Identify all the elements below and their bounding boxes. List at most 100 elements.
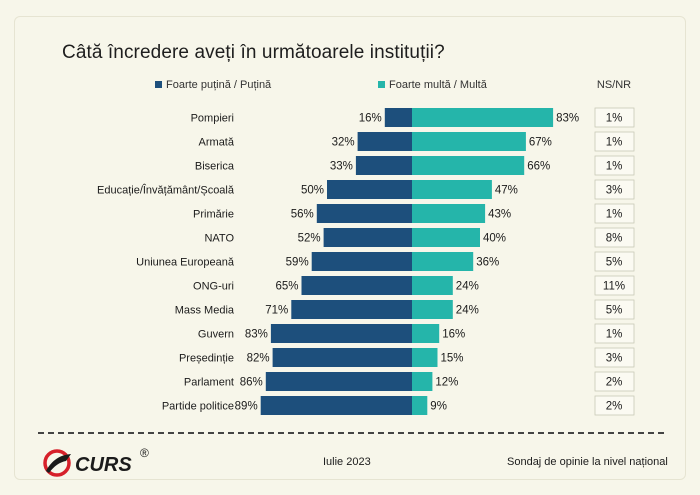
value-label-high: 15%: [441, 353, 464, 365]
nsnr-value: 1%: [606, 161, 623, 173]
survey-source: Sondaj de opinie la nivel național: [507, 456, 668, 468]
legend-label-high: Foarte multă / Multă: [389, 79, 488, 91]
bar-high: [412, 156, 525, 175]
curs-logo: CURS ®: [43, 446, 149, 477]
nsnr-box: [594, 347, 635, 368]
value-label-low: 83%: [245, 329, 268, 341]
bar-high: [412, 132, 526, 151]
footer-divider: [38, 432, 664, 434]
bar-low: [384, 108, 412, 127]
bar-low: [301, 276, 412, 295]
value-label-low: 16%: [359, 113, 382, 125]
category-label: Pompieri: [191, 113, 234, 125]
value-label-high: 47%: [495, 185, 518, 197]
nsnr-box: [594, 323, 635, 344]
nsnr-box: [594, 155, 635, 176]
bar-high: [412, 300, 453, 319]
value-label-high: 12%: [435, 377, 458, 389]
nsnr-value: 1%: [606, 113, 623, 125]
nsnr-box: [594, 251, 635, 272]
category-label: Parlament: [184, 377, 234, 389]
nsnr-value: 2%: [606, 401, 623, 413]
nsnr-value: 11%: [603, 281, 625, 293]
legend-swatch-high: [378, 81, 385, 88]
nsnr-box: [594, 107, 635, 128]
value-label-high: 67%: [529, 137, 552, 149]
value-label-low: 50%: [301, 185, 324, 197]
value-label-low: 71%: [265, 305, 288, 317]
nsnr-box: [594, 131, 635, 152]
value-label-low: 56%: [291, 209, 314, 221]
value-label-low: 86%: [240, 377, 263, 389]
bar-low: [311, 252, 412, 271]
nsnr-value: 1%: [606, 137, 623, 149]
nsnr-value: 3%: [606, 185, 623, 197]
category-label: Primărie: [193, 209, 234, 221]
bar-high: [412, 252, 474, 271]
bar-low: [260, 396, 412, 415]
nsnr-box: [594, 299, 635, 320]
nsnr-value: 5%: [606, 257, 623, 269]
value-label-high: 40%: [483, 233, 506, 245]
survey-date: Iulie 2023: [323, 456, 371, 468]
value-label-high: 66%: [527, 161, 550, 173]
nsnr-value: 1%: [606, 209, 623, 221]
bar-low: [327, 180, 412, 199]
value-label-high: 24%: [456, 281, 479, 293]
nsnr-box: [594, 275, 635, 296]
nsnr-box: [594, 371, 635, 392]
legend-label-low: Foarte puțină / Puțină: [166, 79, 272, 91]
category-label: ONG-uri: [193, 281, 234, 293]
nsnr-value: 2%: [606, 377, 623, 389]
bar-low: [355, 156, 412, 175]
nsnr-value: 1%: [606, 329, 623, 341]
category-label: Mass Media: [175, 305, 235, 317]
chart-title: Câtă încredere aveți în următoarele inst…: [62, 42, 445, 63]
bar-low: [272, 348, 412, 367]
bar-high: [412, 324, 440, 343]
value-label-low: 65%: [275, 281, 298, 293]
category-label: Uniunea Europeană: [136, 257, 235, 269]
nsnr-value: 8%: [606, 233, 623, 245]
bar-high: [412, 108, 554, 127]
nsnr-box: [594, 395, 635, 416]
bar-low: [316, 204, 412, 223]
registered-mark: ®: [140, 446, 149, 460]
value-label-low: 89%: [235, 401, 258, 413]
category-label: Biserica: [195, 161, 235, 173]
bar-low: [265, 372, 412, 391]
category-label: Educație/Învățământ/Școală: [97, 184, 235, 197]
value-label-high: 36%: [476, 257, 499, 269]
nsnr-header: NS/NR: [597, 79, 631, 91]
bar-high: [412, 372, 433, 391]
value-label-low: 33%: [330, 161, 353, 173]
value-label-high: 43%: [488, 209, 511, 221]
bar-low: [357, 132, 412, 151]
bar-high: [412, 180, 492, 199]
value-label-high: 9%: [430, 401, 447, 413]
value-label-low: 59%: [286, 257, 309, 269]
bar-low: [291, 300, 412, 319]
bar-high: [412, 228, 480, 247]
category-label: Armată: [199, 137, 235, 149]
legend-swatch-low: [155, 81, 162, 88]
value-label-low: 52%: [298, 233, 321, 245]
bar-high: [412, 348, 438, 367]
nsnr-value: 3%: [606, 353, 623, 365]
category-label: Partide politice: [162, 401, 234, 413]
nsnr-box: [594, 227, 635, 248]
trust-chart: Foarte puțină / Puțină Foarte multă / Mul…: [97, 79, 635, 416]
nsnr-box: [594, 179, 635, 200]
value-label-low: 82%: [247, 353, 270, 365]
value-label-high: 83%: [556, 113, 579, 125]
nsnr-box: [594, 203, 635, 224]
value-label-high: 24%: [456, 305, 479, 317]
category-label: Guvern: [198, 329, 234, 341]
bar-low: [323, 228, 412, 247]
bar-high: [412, 276, 453, 295]
value-label-low: 32%: [332, 137, 355, 149]
category-label: NATO: [204, 233, 234, 245]
nsnr-value: 5%: [606, 305, 623, 317]
bar-high: [412, 204, 486, 223]
logo-text: CURS: [75, 454, 132, 476]
